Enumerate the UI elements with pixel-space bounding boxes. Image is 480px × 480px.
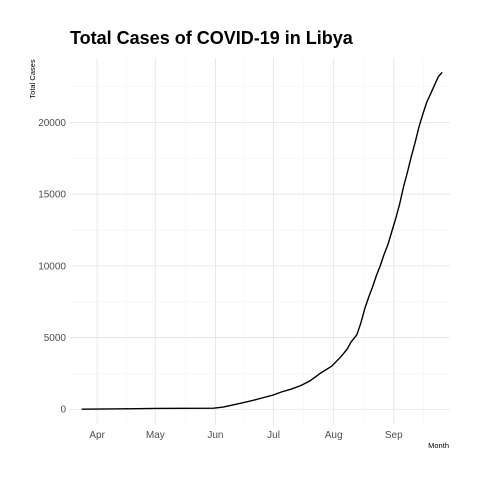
y-tick-label: 5000 <box>44 333 67 344</box>
x-tick-label: Apr <box>89 430 105 441</box>
chart-title: Total Cases of COVID-19 in Libya <box>70 28 354 48</box>
y-axis-ticks: 0 5000 10000 15000 20000 <box>38 118 66 416</box>
y-axis-label: Total Cases <box>28 59 37 98</box>
x-tick-label: Jul <box>267 430 280 441</box>
y-tick-label: 0 <box>60 405 66 416</box>
total-cases-line <box>81 71 443 410</box>
x-axis-ticks: Apr May Jun Jul Aug Sep <box>89 430 403 441</box>
gridlines <box>70 58 450 425</box>
y-tick-label: 15000 <box>38 190 66 201</box>
y-tick-label: 10000 <box>38 261 66 272</box>
x-tick-label: Aug <box>325 430 343 441</box>
x-tick-label: Jun <box>207 430 223 441</box>
x-tick-label: May <box>146 430 165 441</box>
x-tick-label: Sep <box>385 430 403 441</box>
x-axis-label: Month <box>428 441 449 450</box>
y-tick-label: 20000 <box>38 118 66 129</box>
